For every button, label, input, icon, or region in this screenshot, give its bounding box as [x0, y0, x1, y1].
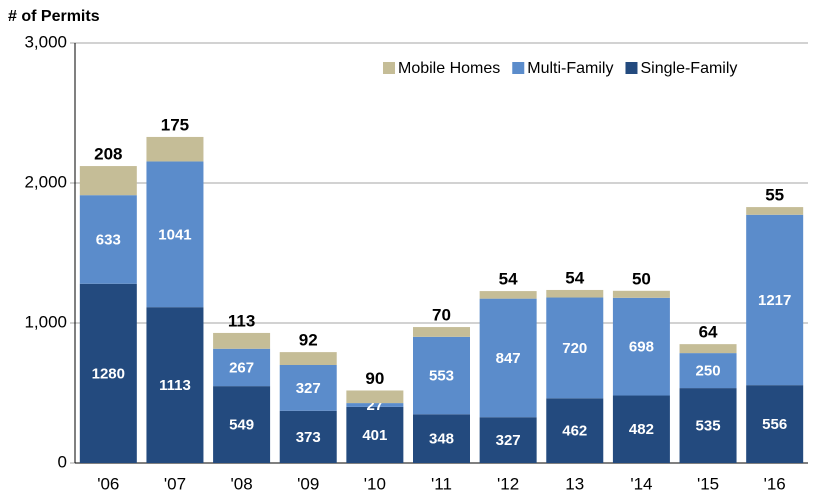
- data-label: 1217: [758, 292, 791, 309]
- bar-segment: [413, 414, 470, 463]
- bar-segment: [279, 365, 337, 411]
- bar-segment: [746, 385, 804, 463]
- bar-segment: [612, 395, 670, 463]
- legend-label: Single-Family: [640, 60, 737, 77]
- data-label: 720: [562, 340, 587, 357]
- bar-segment: [146, 161, 204, 308]
- x-tick-label: '07: [164, 474, 186, 493]
- y-tick-label: 0: [58, 452, 67, 471]
- y-tick-label: 1,000: [24, 312, 67, 331]
- data-label: 55: [765, 186, 784, 205]
- bar-segment: [346, 390, 404, 404]
- bar-segment: [413, 336, 470, 415]
- bar-segment: [679, 353, 737, 389]
- bar-segment: [679, 388, 737, 463]
- data-label: 847: [496, 350, 521, 367]
- x-tick-label: '10: [364, 474, 386, 493]
- data-label: 54: [499, 270, 518, 289]
- bar-segment: [346, 406, 404, 463]
- x-tick-label: '15: [697, 474, 719, 493]
- bar-segment: [213, 332, 271, 349]
- data-label: 64: [699, 323, 718, 342]
- data-label: 327: [296, 380, 321, 397]
- x-tick-label: '06: [97, 474, 119, 493]
- data-label: 348: [429, 431, 454, 448]
- legend-swatch: [512, 62, 525, 74]
- bar-segment: [546, 297, 604, 399]
- x-tick-label: '08: [231, 474, 253, 493]
- legend-swatch: [625, 62, 638, 74]
- chart-title: # of Permits: [8, 8, 100, 25]
- bar-segment: [612, 297, 670, 396]
- bar-segment: [546, 289, 604, 298]
- data-label: 54: [565, 268, 584, 287]
- data-label: 70: [432, 306, 451, 325]
- data-label: 90: [365, 369, 384, 388]
- bar-segment: [346, 403, 404, 407]
- data-label: 1280: [92, 365, 125, 382]
- data-label: 1113: [159, 377, 191, 394]
- bar-segment: [213, 386, 271, 463]
- data-label: 482: [629, 421, 654, 438]
- data-label: 535: [696, 418, 721, 435]
- x-tick-label: '11: [431, 474, 452, 493]
- data-label: 556: [762, 416, 787, 433]
- x-tick-label: '12: [497, 474, 519, 493]
- y-tick-label: 2,000: [24, 172, 67, 191]
- bar-segment: [146, 307, 204, 463]
- bar-segment: [79, 166, 137, 196]
- y-tick-label: 3,000: [24, 32, 67, 51]
- legend-swatch: [383, 62, 395, 74]
- bar-segment: [413, 327, 470, 337]
- data-label: 633: [96, 231, 121, 248]
- data-label: 373: [296, 429, 321, 446]
- legend-label: Mobile Homes: [398, 60, 500, 77]
- legend-label: Multi-Family: [527, 60, 613, 77]
- bar-segment: [146, 136, 204, 162]
- bar-segment: [746, 214, 804, 386]
- data-label: 1041: [158, 226, 191, 243]
- x-tick-label: '09: [297, 474, 319, 493]
- bar-segment: [279, 352, 337, 365]
- data-label: 549: [229, 417, 254, 434]
- bar-segment: [213, 348, 271, 387]
- data-label: 553: [429, 368, 454, 385]
- bar-segment: [79, 283, 137, 463]
- x-tick-label: '16: [764, 474, 786, 493]
- data-label: 462: [562, 423, 587, 440]
- data-label: 250: [696, 363, 721, 380]
- bar-segment: [479, 298, 537, 418]
- data-label: 698: [629, 339, 654, 356]
- bar-segment: [279, 410, 337, 463]
- data-label: 50: [632, 269, 651, 288]
- bar-segment: [479, 417, 537, 463]
- bar-segment: [612, 290, 670, 298]
- legend-box: [375, 55, 805, 83]
- data-label: 92: [299, 331, 318, 350]
- x-tick-label: 13: [565, 474, 584, 493]
- data-label: 208: [94, 145, 122, 164]
- data-label: 175: [161, 115, 189, 134]
- bar-segment: [546, 398, 604, 463]
- bar-segment: [79, 195, 137, 284]
- data-label: 267: [229, 359, 254, 376]
- bar-segment: [479, 291, 537, 299]
- data-label: 113: [228, 311, 255, 330]
- data-label: 327: [496, 432, 521, 449]
- x-tick-label: '14: [630, 474, 652, 493]
- bar-segment: [679, 344, 737, 354]
- data-label: 401: [362, 427, 387, 444]
- bar-segment: [746, 207, 804, 215]
